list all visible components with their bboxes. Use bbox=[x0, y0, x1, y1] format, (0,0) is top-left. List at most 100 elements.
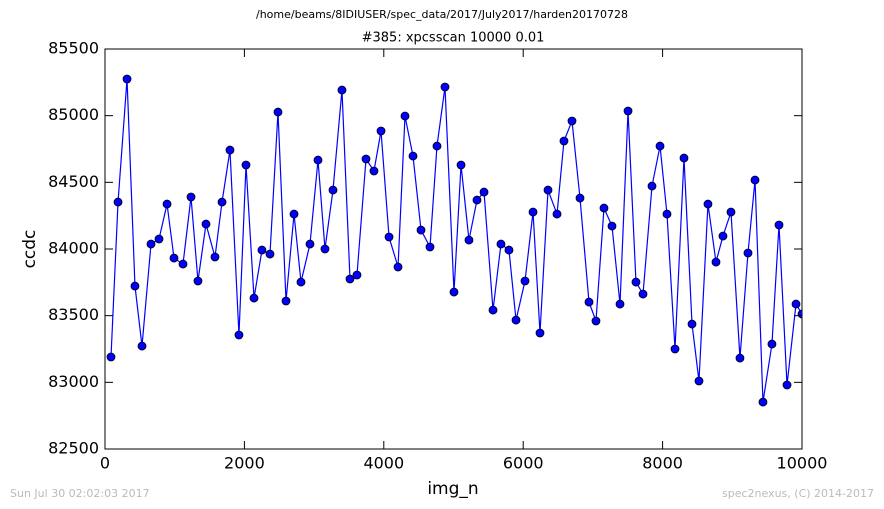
data-point bbox=[169, 253, 179, 263]
data-point bbox=[543, 185, 553, 195]
data-point bbox=[488, 305, 498, 315]
data-point bbox=[615, 299, 625, 309]
data-point bbox=[249, 293, 259, 303]
data-point bbox=[647, 181, 657, 191]
suptitle: /home/beams/8IDIUSER/spec_data/2017/July… bbox=[256, 8, 628, 21]
x-tick-label: 6000 bbox=[503, 454, 544, 473]
data-point bbox=[146, 239, 156, 249]
data-point bbox=[735, 353, 745, 363]
data-point bbox=[113, 197, 123, 207]
data-point bbox=[638, 289, 648, 299]
data-point bbox=[137, 341, 147, 351]
data-point bbox=[440, 82, 450, 92]
y-tick-label: 84500 bbox=[48, 172, 99, 191]
plot-frame bbox=[104, 48, 803, 450]
data-point bbox=[369, 166, 379, 176]
plot-area bbox=[106, 74, 802, 407]
data-point bbox=[178, 259, 188, 269]
data-point bbox=[234, 330, 244, 340]
data-point bbox=[456, 160, 466, 170]
y-tick-label: 82500 bbox=[48, 439, 99, 458]
y-axis-label: ccdc bbox=[20, 230, 40, 269]
data-point bbox=[599, 203, 609, 213]
data-point bbox=[106, 352, 116, 362]
data-point bbox=[162, 199, 172, 209]
data-point bbox=[607, 221, 617, 231]
data-point bbox=[305, 239, 315, 249]
data-point bbox=[750, 175, 760, 185]
data-point bbox=[575, 193, 585, 203]
data-point bbox=[193, 276, 203, 286]
data-point bbox=[559, 136, 569, 146]
data-point bbox=[631, 277, 641, 287]
x-tick-label: 8000 bbox=[642, 454, 683, 473]
data-point bbox=[726, 207, 736, 217]
y-tick-label: 85500 bbox=[48, 39, 99, 58]
data-point bbox=[273, 107, 283, 117]
data-point bbox=[400, 111, 410, 121]
data-point bbox=[352, 270, 362, 280]
data-point bbox=[662, 209, 672, 219]
data-point bbox=[711, 257, 721, 267]
y-tick-label: 84000 bbox=[48, 239, 99, 258]
data-point bbox=[154, 234, 164, 244]
data-point bbox=[567, 116, 577, 126]
data-point bbox=[767, 339, 777, 349]
data-point bbox=[687, 319, 697, 329]
data-point bbox=[296, 277, 306, 287]
data-point bbox=[464, 235, 474, 245]
data-point bbox=[791, 299, 801, 309]
data-point bbox=[432, 141, 442, 151]
data-point bbox=[210, 252, 220, 262]
data-point bbox=[130, 281, 140, 291]
data-point bbox=[361, 154, 371, 164]
footer-left: Sun Jul 30 02:02:03 2017 bbox=[10, 487, 150, 500]
data-point bbox=[758, 397, 768, 407]
data-point bbox=[337, 85, 347, 95]
data-point bbox=[313, 155, 323, 165]
data-point bbox=[425, 242, 435, 252]
data-point bbox=[320, 244, 330, 254]
data-point bbox=[496, 239, 506, 249]
data-point bbox=[504, 245, 514, 255]
data-point bbox=[408, 151, 418, 161]
data-point bbox=[479, 187, 489, 197]
data-point bbox=[743, 248, 753, 258]
data-point bbox=[257, 245, 267, 255]
data-point bbox=[472, 195, 482, 205]
data-point bbox=[265, 249, 275, 259]
data-point bbox=[376, 126, 386, 136]
data-point bbox=[511, 315, 521, 325]
data-point bbox=[241, 160, 251, 170]
data-point bbox=[670, 344, 680, 354]
chart-title: #385: xpcsscan 10000 0.01 bbox=[362, 31, 545, 46]
data-point bbox=[584, 297, 594, 307]
y-tick-label: 85000 bbox=[48, 105, 99, 124]
data-point bbox=[623, 106, 633, 116]
data-point bbox=[384, 232, 394, 242]
data-line bbox=[110, 78, 802, 403]
data-point bbox=[449, 287, 459, 297]
data-point bbox=[416, 225, 426, 235]
y-tick-label: 83500 bbox=[48, 305, 99, 324]
data-point bbox=[535, 328, 545, 338]
data-point bbox=[393, 262, 403, 272]
data-point bbox=[774, 220, 784, 230]
data-point bbox=[281, 296, 291, 306]
footer-right: spec2nexus, (C) 2014-2017 bbox=[722, 487, 874, 500]
data-point bbox=[520, 276, 530, 286]
x-tick-label: 2000 bbox=[224, 454, 265, 473]
data-point bbox=[217, 197, 227, 207]
data-point bbox=[655, 141, 665, 151]
data-point bbox=[552, 209, 562, 219]
data-point bbox=[328, 185, 338, 195]
x-axis-label: img_n bbox=[427, 479, 478, 499]
data-point bbox=[289, 209, 299, 219]
data-point bbox=[225, 145, 235, 155]
y-tick-label: 83000 bbox=[48, 372, 99, 391]
x-tick-label: 10000 bbox=[777, 454, 828, 473]
x-tick-label: 0 bbox=[100, 454, 110, 473]
data-point bbox=[186, 192, 196, 202]
data-point bbox=[122, 74, 132, 84]
